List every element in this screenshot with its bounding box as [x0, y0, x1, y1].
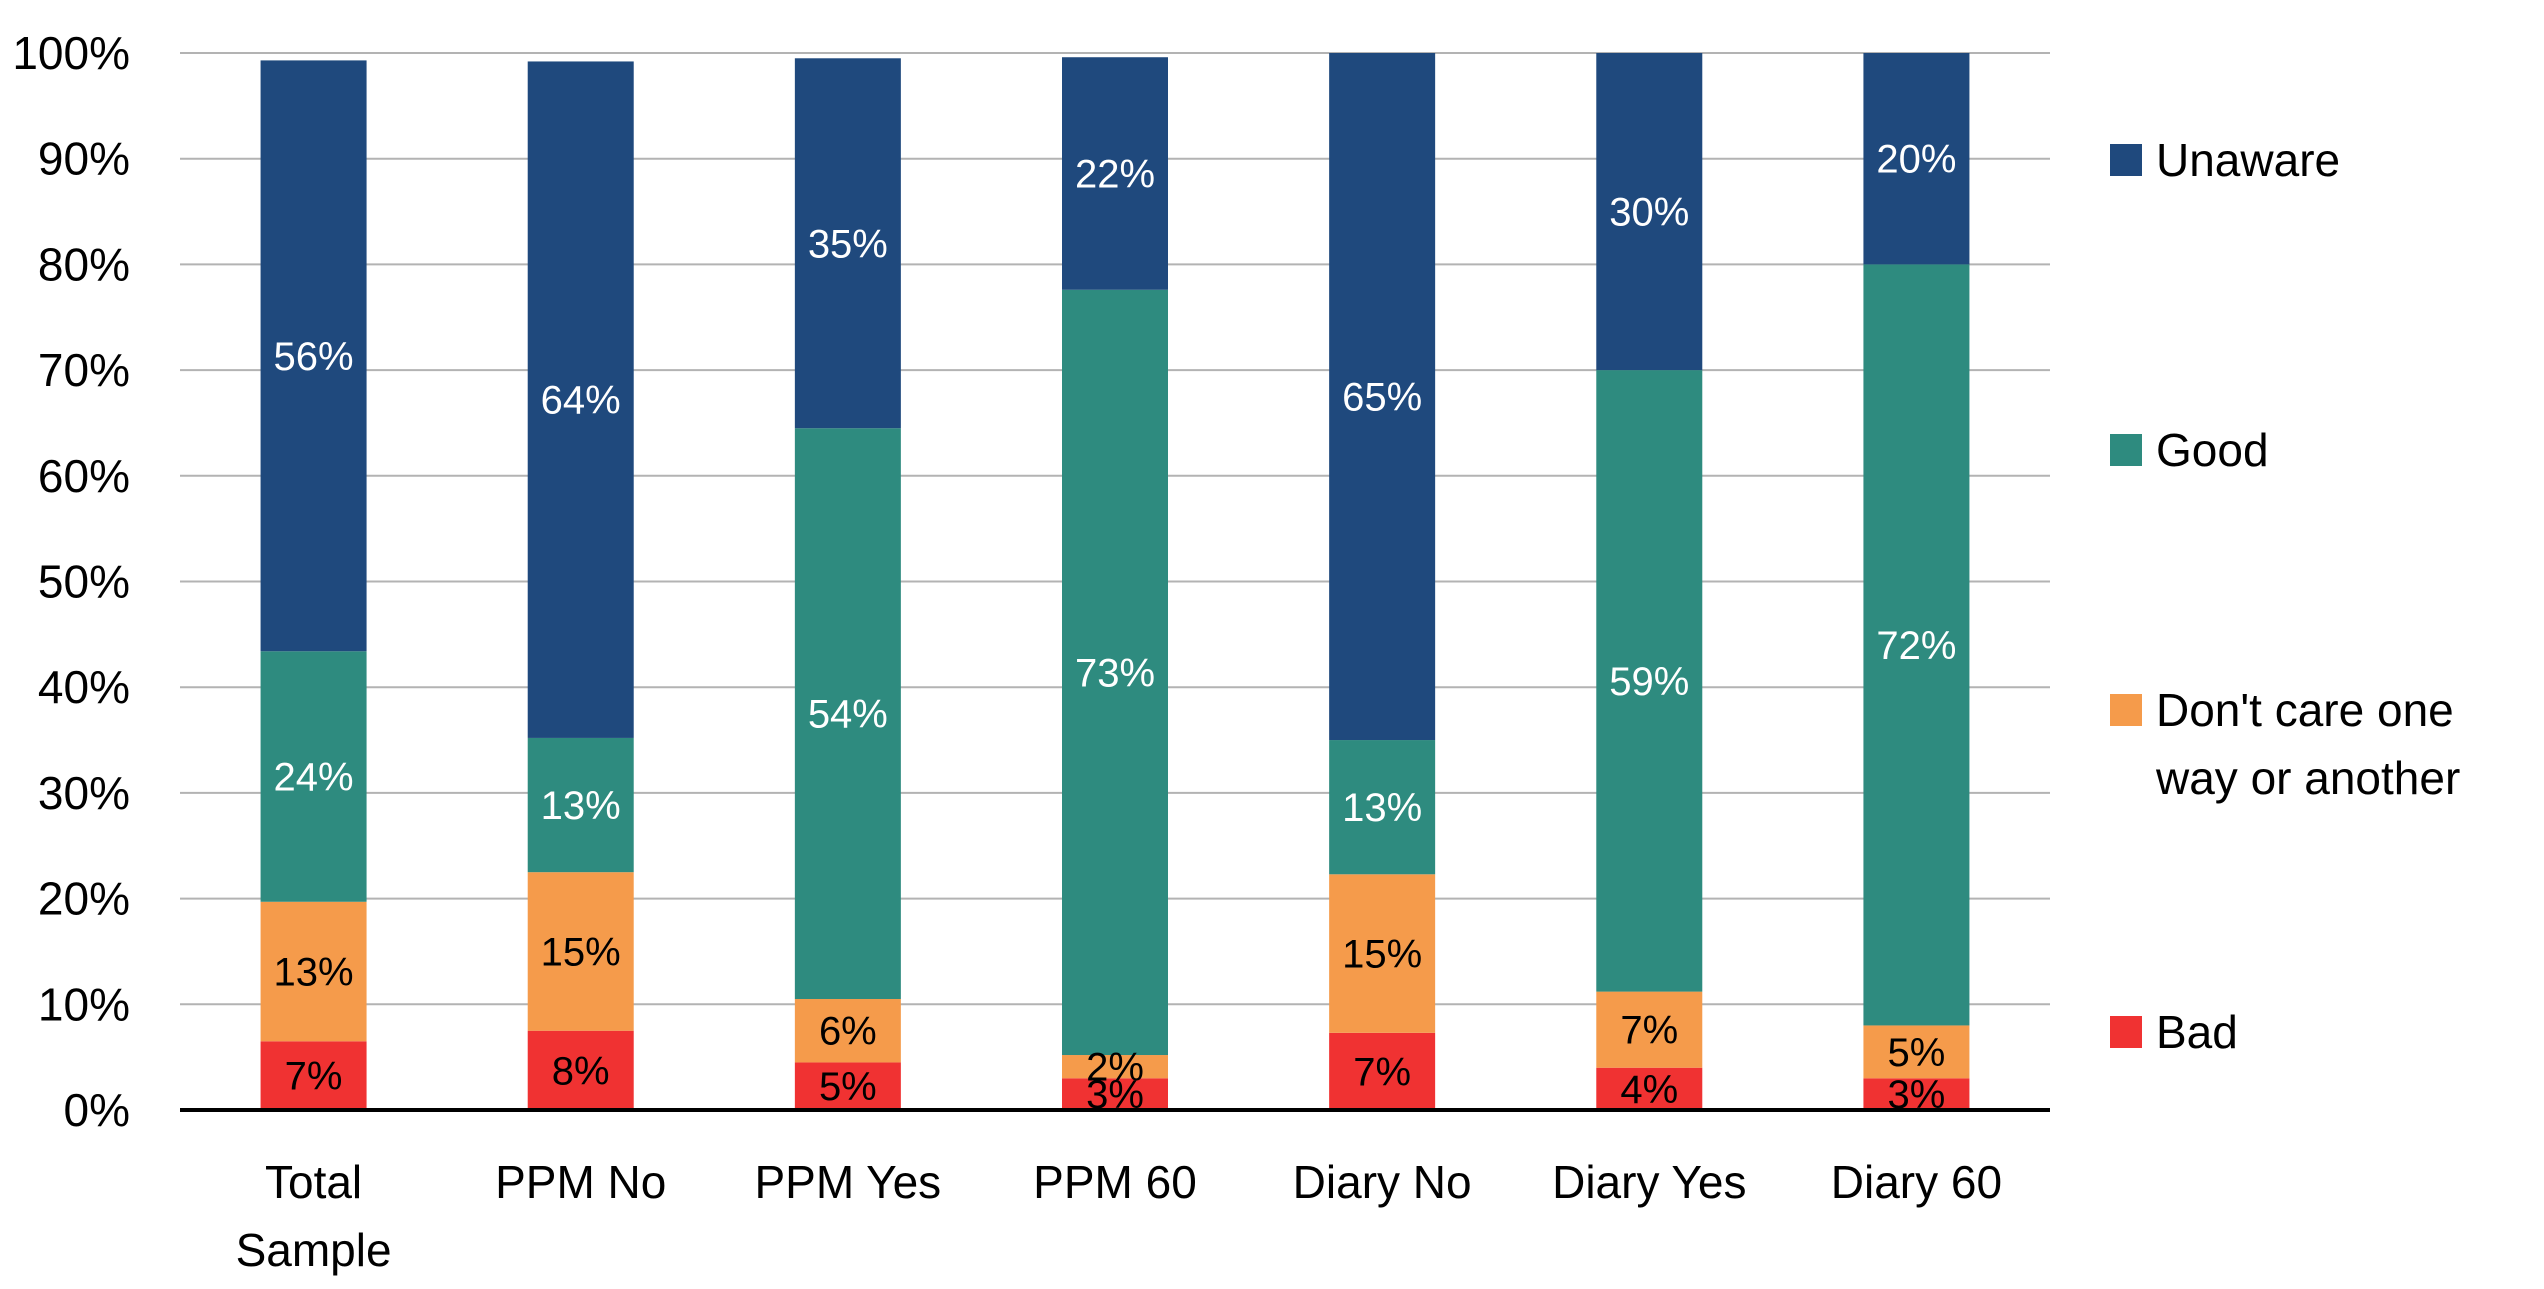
- legend-label: way or another: [2155, 752, 2460, 804]
- y-tick-label: 20%: [38, 873, 130, 925]
- x-category-label: Total: [265, 1156, 362, 1208]
- data-label: 54%: [808, 693, 888, 737]
- data-label: 15%: [1342, 933, 1422, 977]
- bar-segment: [1863, 1025, 1970, 1079]
- bar-segment: [1863, 53, 1970, 265]
- data-label: 24%: [274, 756, 354, 800]
- bar-segment: [527, 61, 634, 738]
- data-label: 15%: [541, 930, 621, 974]
- bar-segment: [527, 872, 634, 1031]
- bars: [260, 53, 1970, 1110]
- bar-segment: [260, 1041, 367, 1110]
- legend-label: Bad: [2156, 1006, 2238, 1058]
- y-tick-label: 60%: [38, 450, 130, 502]
- legend-label: Don't care one: [2156, 684, 2454, 736]
- bar-segment: [1863, 1078, 1970, 1110]
- data-label: 56%: [274, 335, 354, 379]
- bar-segment: [1329, 740, 1436, 875]
- bar-segment: [1062, 1078, 1168, 1110]
- data-label: 5%: [819, 1065, 877, 1109]
- legend-swatch: [2110, 144, 2142, 176]
- x-category-label: PPM 60: [1033, 1156, 1197, 1208]
- data-label: 4%: [1620, 1068, 1678, 1112]
- bar-segment: [1062, 57, 1168, 290]
- y-tick-label: 80%: [38, 238, 130, 290]
- x-category-label: Sample: [236, 1224, 392, 1276]
- bar-segment: [527, 1030, 634, 1110]
- x-axis-category-labels: Total Sample PPM No PPM Yes PPM 60 Diary No Di…: [236, 1156, 2002, 1276]
- data-label: 73%: [1075, 651, 1155, 695]
- legend-swatch: [2110, 434, 2142, 466]
- y-tick-label: 90%: [38, 133, 130, 185]
- legend-label: Good: [2156, 424, 2269, 476]
- bar-segment: [1596, 370, 1703, 992]
- bar-segment: [794, 1062, 901, 1110]
- y-axis-tick-labels: 0% 10% 20% 30% 40% 50% 60% 70% 80% 90% 100%: [12, 27, 130, 1136]
- data-label: 22%: [1075, 152, 1155, 196]
- legend-label: Unaware: [2156, 134, 2340, 186]
- bar-segment: [794, 999, 901, 1063]
- bar-segment: [1863, 264, 1970, 1026]
- data-label: 20%: [1876, 138, 1956, 182]
- y-tick-label: 50%: [38, 556, 130, 608]
- legend-swatch: [2110, 1016, 2142, 1048]
- bar-segment: [1329, 1032, 1436, 1110]
- x-category-label: Diary 60: [1831, 1156, 2002, 1208]
- bar-segment: [527, 737, 634, 873]
- data-label: 72%: [1876, 624, 1956, 668]
- data-label: 64%: [541, 379, 621, 423]
- bar-segment: [260, 901, 367, 1042]
- bar-segment: [1062, 1055, 1168, 1079]
- y-tick-label: 30%: [38, 767, 130, 819]
- bar-segment: [794, 428, 901, 1000]
- data-label: 13%: [541, 784, 621, 828]
- x-category-label: Diary Yes: [1552, 1156, 1746, 1208]
- data-label: 35%: [808, 222, 888, 266]
- data-labels: 7%13%24%56%8%15%13%64%5%6%54%35%3%2%73%2…: [274, 138, 1957, 1117]
- legend: Unaware Good Don't care one way or another B…: [2110, 134, 2460, 1058]
- bar-segment: [1329, 874, 1436, 1033]
- data-label: 2%: [1086, 1046, 1144, 1090]
- bar-segment: [1596, 991, 1703, 1068]
- x-category-label: Diary No: [1293, 1156, 1472, 1208]
- data-label: 7%: [1353, 1050, 1411, 1094]
- data-label: 13%: [274, 951, 354, 995]
- y-tick-label: 70%: [38, 344, 130, 396]
- y-tick-label: 10%: [38, 978, 130, 1030]
- y-tick-label: 40%: [38, 661, 130, 713]
- x-category-label: PPM Yes: [755, 1156, 942, 1208]
- data-label: 6%: [819, 1010, 877, 1054]
- bar-segment: [1062, 289, 1168, 1056]
- data-label: 30%: [1609, 191, 1689, 235]
- bar-segment: [794, 58, 901, 429]
- data-label: 5%: [1888, 1031, 1946, 1075]
- bar-segment: [1329, 53, 1436, 741]
- data-label: 7%: [285, 1055, 343, 1099]
- y-tick-label: 0%: [64, 1084, 130, 1136]
- data-label: 7%: [1620, 1009, 1678, 1053]
- legend-swatch: [2110, 694, 2142, 726]
- bar-segment: [260, 651, 367, 902]
- x-category-label: PPM No: [495, 1156, 666, 1208]
- y-tick-label: 100%: [12, 27, 130, 79]
- data-label: 65%: [1342, 376, 1422, 420]
- data-label: 13%: [1342, 786, 1422, 830]
- data-label: 8%: [552, 1049, 610, 1093]
- bar-segment: [260, 60, 367, 652]
- data-label: 59%: [1609, 660, 1689, 704]
- bar-segment: [1596, 1067, 1703, 1110]
- bar-segment: [1596, 53, 1703, 371]
